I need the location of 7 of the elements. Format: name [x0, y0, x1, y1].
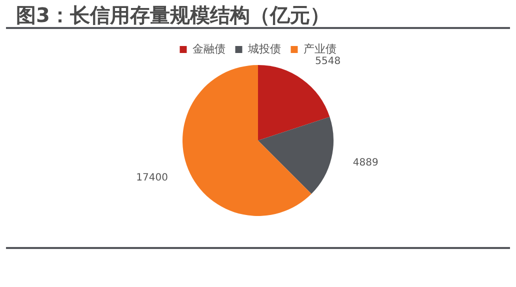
data-label: 17400	[136, 172, 168, 184]
legend-label: 城投债	[246, 42, 281, 56]
legend-label: 金融债	[192, 44, 226, 56]
data-label: 5548	[315, 56, 341, 68]
legend-label: 产业债	[303, 42, 336, 56]
data-label: 4889	[352, 158, 378, 169]
chart-title: 图3：长信用存量规模结构（亿元）	[16, 2, 330, 29]
